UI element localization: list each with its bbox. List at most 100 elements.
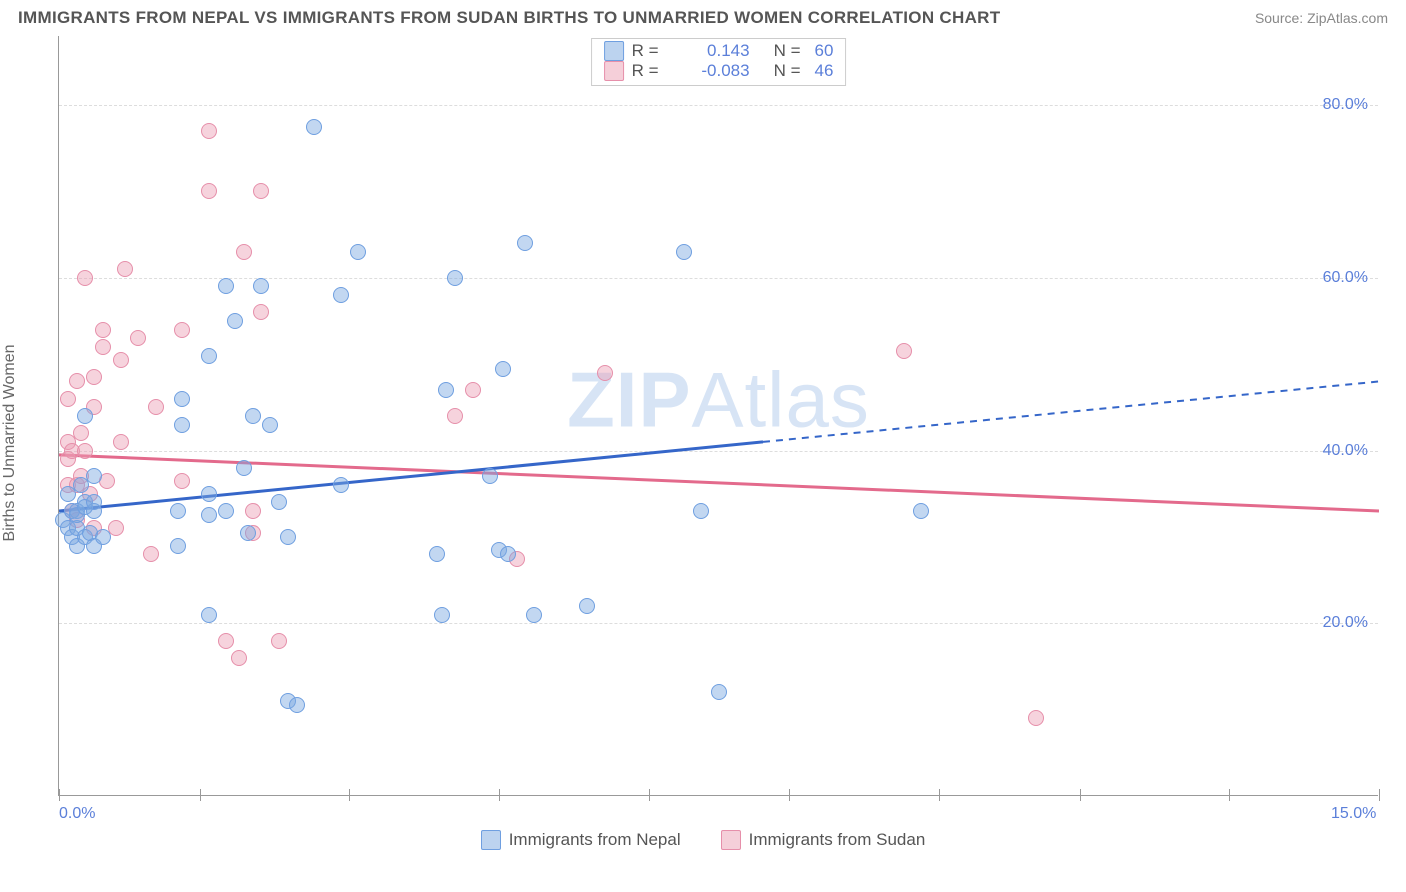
data-point-nepal (526, 607, 542, 623)
data-point-nepal (240, 525, 256, 541)
r-label: R = (632, 61, 672, 81)
data-point-nepal (95, 529, 111, 545)
data-point-nepal (482, 468, 498, 484)
xtick-label: 15.0% (1331, 805, 1376, 823)
xtick (1379, 789, 1380, 801)
data-point-nepal (218, 503, 234, 519)
data-point-sudan (231, 650, 247, 666)
data-point-sudan (60, 391, 76, 407)
data-point-sudan (77, 443, 93, 459)
data-point-nepal (86, 494, 102, 510)
data-point-sudan (174, 473, 190, 489)
r-value-sudan: -0.083 (680, 61, 750, 81)
legend-label-sudan: Immigrants from Sudan (749, 830, 926, 850)
data-point-nepal (236, 460, 252, 476)
data-point-nepal (218, 278, 234, 294)
data-point-nepal (306, 119, 322, 135)
data-point-sudan (113, 352, 129, 368)
header: IMMIGRANTS FROM NEPAL VS IMMIGRANTS FROM… (0, 0, 1406, 32)
data-point-sudan (597, 365, 613, 381)
data-point-nepal (262, 417, 278, 433)
data-point-sudan (95, 322, 111, 338)
xtick (789, 789, 790, 801)
ytick-label: 80.0% (1323, 96, 1368, 114)
swatch-nepal-icon (604, 41, 624, 61)
chart-title: IMMIGRANTS FROM NEPAL VS IMMIGRANTS FROM… (18, 8, 1000, 28)
data-point-nepal (174, 417, 190, 433)
data-point-sudan (447, 408, 463, 424)
data-point-sudan (69, 373, 85, 389)
data-point-nepal (170, 503, 186, 519)
data-point-nepal (170, 538, 186, 554)
data-point-nepal (280, 529, 296, 545)
xtick-label: 0.0% (59, 805, 95, 823)
legend-bottom: Immigrants from Nepal Immigrants from Su… (18, 830, 1388, 850)
data-point-sudan (253, 183, 269, 199)
legend-item-nepal: Immigrants from Nepal (481, 830, 681, 850)
data-point-sudan (113, 434, 129, 450)
xtick (1080, 789, 1081, 801)
xtick (499, 789, 500, 801)
data-point-nepal (913, 503, 929, 519)
swatch-sudan-icon (721, 830, 741, 850)
data-point-nepal (201, 607, 217, 623)
xtick (59, 789, 60, 801)
plot-area: ZIPAtlas R = 0.143 N = 60 R = -0.083 N =… (58, 36, 1378, 796)
n-value-sudan: 46 (815, 61, 834, 81)
xtick (1229, 789, 1230, 801)
legend-top: R = 0.143 N = 60 R = -0.083 N = 46 (591, 38, 847, 86)
data-point-sudan (1028, 710, 1044, 726)
data-point-nepal (227, 313, 243, 329)
data-point-sudan (73, 425, 89, 441)
data-point-nepal (517, 235, 533, 251)
data-point-sudan (117, 261, 133, 277)
r-value-nepal: 0.143 (680, 41, 750, 61)
swatch-nepal-icon (481, 830, 501, 850)
data-point-nepal (86, 468, 102, 484)
data-point-nepal (434, 607, 450, 623)
watermark-bold: ZIP (567, 356, 691, 444)
data-point-nepal (676, 244, 692, 260)
legend-item-sudan: Immigrants from Sudan (721, 830, 926, 850)
data-point-nepal (333, 477, 349, 493)
watermark: ZIPAtlas (567, 355, 870, 446)
data-point-sudan (236, 244, 252, 260)
data-point-sudan (201, 183, 217, 199)
legend-row-sudan: R = -0.083 N = 46 (604, 61, 834, 81)
legend-row-nepal: R = 0.143 N = 60 (604, 41, 834, 61)
data-point-nepal (500, 546, 516, 562)
data-point-sudan (245, 503, 261, 519)
data-point-nepal (289, 697, 305, 713)
data-point-sudan (253, 304, 269, 320)
xtick (200, 789, 201, 801)
data-point-nepal (495, 361, 511, 377)
data-point-nepal (429, 546, 445, 562)
data-point-sudan (130, 330, 146, 346)
gridline (59, 623, 1378, 624)
data-point-nepal (201, 507, 217, 523)
data-point-nepal (350, 244, 366, 260)
n-label: N = (774, 41, 801, 61)
data-point-sudan (86, 369, 102, 385)
data-point-sudan (174, 322, 190, 338)
watermark-light: Atlas (691, 356, 869, 444)
y-axis-label: Births to Unmarried Women (1, 344, 19, 541)
data-point-sudan (95, 339, 111, 355)
data-point-nepal (201, 486, 217, 502)
swatch-sudan-icon (604, 61, 624, 81)
chart-wrapper: Births to Unmarried Women ZIPAtlas R = 0… (18, 36, 1388, 850)
data-point-nepal (271, 494, 287, 510)
data-point-sudan (143, 546, 159, 562)
gridline (59, 451, 1378, 452)
data-point-nepal (253, 278, 269, 294)
data-point-nepal (245, 408, 261, 424)
xtick (649, 789, 650, 801)
data-point-sudan (218, 633, 234, 649)
n-value-nepal: 60 (815, 41, 834, 61)
data-point-sudan (148, 399, 164, 415)
ytick-label: 40.0% (1323, 442, 1368, 460)
gridline (59, 105, 1378, 106)
r-label: R = (632, 41, 672, 61)
xtick (939, 789, 940, 801)
data-point-sudan (465, 382, 481, 398)
